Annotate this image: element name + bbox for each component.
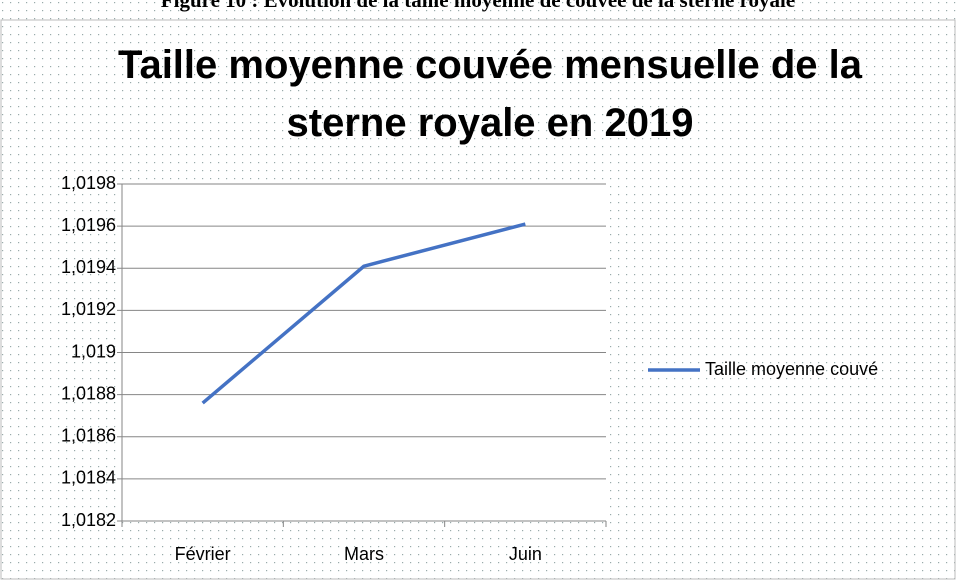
y-tick-label: 1,0182 [61, 510, 116, 530]
legend-label: Taille moyenne couvé [705, 359, 878, 379]
chart-border [0, 19, 956, 580]
y-tick-label: 1,0196 [61, 215, 116, 235]
series-line [201, 222, 526, 405]
y-tick-label: 1,0186 [61, 426, 116, 446]
y-tick-label: 1,0192 [61, 299, 116, 319]
caption: Figure 10 : Evolution de la taille moyen… [160, 0, 796, 12]
y-tick-label: 1,0188 [61, 383, 116, 403]
x-tick-label: Juin [509, 544, 542, 564]
y-tick-label: 1,0184 [61, 468, 116, 488]
y-tick-label: 1,019 [71, 341, 116, 361]
y-tick-label: 1,0194 [61, 257, 116, 277]
x-tick-label: Mars [344, 544, 384, 564]
chart-title: Taille moyenne couvée mensuelle de la st… [117, 43, 862, 145]
y-tick-label: 1,0198 [61, 173, 116, 193]
x-tick-label: Février [175, 544, 231, 564]
